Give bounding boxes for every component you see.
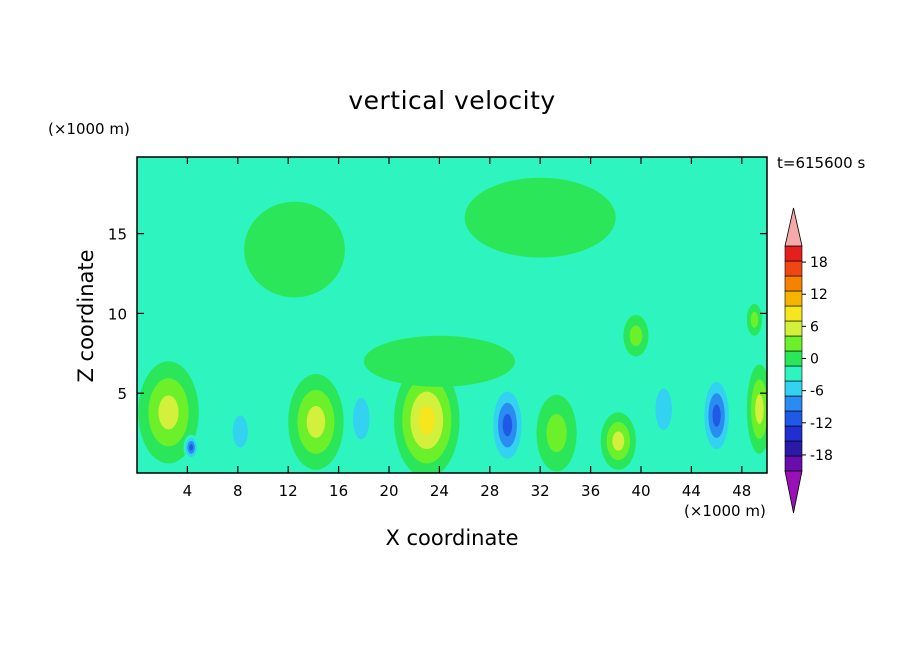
x-tick-label-8: 8 <box>233 482 243 500</box>
contour-feature-2-level-1 <box>232 415 248 448</box>
contour-feature-15-level-0 <box>464 177 616 258</box>
y-tick-label-15: 15 <box>108 226 127 244</box>
colorbar-bin-6 <box>784 365 803 382</box>
y-axis-ticks: 5 10 15 <box>108 226 767 403</box>
colorbar-bin-1 <box>784 440 803 457</box>
contour-feature-10-level-3 <box>712 404 721 427</box>
colorbar-bin-14 <box>784 245 803 262</box>
contour-feature-13-level-1 <box>750 311 759 328</box>
contour-feature-14-level-0 <box>244 201 345 298</box>
x-tick-label-12: 12 <box>279 482 298 500</box>
contour-feature-7-level-1 <box>546 413 567 453</box>
colorbar-bin-5 <box>784 380 803 397</box>
colorbar-bin-7 <box>784 350 803 367</box>
colorbar-bin-10 <box>784 305 803 322</box>
contour-feature-12-level-1 <box>629 325 643 347</box>
colorbar-label--12: -12 <box>810 416 833 432</box>
y-tick-label-5: 5 <box>117 385 127 403</box>
x-axis-label-text: X coordinate <box>385 526 519 550</box>
contour-feature-6-level-3 <box>502 413 513 437</box>
colorbar-label-0: 0 <box>810 352 819 368</box>
colorbar-under-triangle <box>784 470 803 514</box>
colorbar-bin-4 <box>784 395 803 412</box>
chart-title: vertical velocity <box>348 86 556 115</box>
contour-feature-9-level-1 <box>655 388 672 430</box>
time-label: t=615600 s <box>777 154 866 172</box>
x-tick-label-16: 16 <box>329 482 348 500</box>
colorbar-bin-12 <box>784 275 803 292</box>
x-axis-ticks: 4 8 12 16 20 24 28 32 36 40 44 48 <box>183 157 751 500</box>
y-unit-label: (×1000 m) <box>48 120 130 138</box>
x-tick-label-40: 40 <box>631 482 650 500</box>
plot-frame <box>136 156 768 474</box>
colorbar-bin-8 <box>784 335 803 352</box>
contour-feature-11-level-2 <box>755 394 764 425</box>
colorbar-over-triangle <box>784 207 803 247</box>
contour-feature-3-level-2 <box>306 405 326 438</box>
colorbar-bin-0 <box>784 455 803 472</box>
contour-field <box>137 157 767 473</box>
x-tick-label-32: 32 <box>531 482 550 500</box>
x-tick-label-24: 24 <box>430 482 449 500</box>
contour-feature-16-level-0 <box>363 335 515 387</box>
x-tick-label-4: 4 <box>183 482 193 500</box>
contour-feature-4-level-1 <box>353 397 370 440</box>
colorbar-bin-13 <box>784 260 803 277</box>
colorbar-bin-9 <box>784 320 803 337</box>
contour-feature-17-level-0 <box>174 169 251 234</box>
colorbar-bin-11 <box>784 290 803 307</box>
colorbar-label-12: 12 <box>810 287 828 303</box>
contour-feature-8-level-2 <box>612 431 625 451</box>
contour-feature-5-level-3 <box>418 405 435 435</box>
x-tick-label-20: 20 <box>379 482 398 500</box>
colorbar-label-18: 18 <box>810 255 828 271</box>
colorbar: 18 12 6 0 -6 -12 -18 <box>784 207 833 514</box>
colorbar-label-6: 6 <box>810 319 819 335</box>
contour-feature-1-level-3 <box>189 444 194 451</box>
colorbar-bin-2 <box>784 425 803 442</box>
colorbar-bin-3 <box>784 410 803 427</box>
x-tick-label-36: 36 <box>581 482 600 500</box>
x-unit-label: (×1000 m) <box>684 502 766 520</box>
x-axis-label: X coordinate <box>0 526 904 550</box>
x-tick-label-28: 28 <box>480 482 499 500</box>
x-tick-label-48: 48 <box>732 482 751 500</box>
x-tick-label-44: 44 <box>682 482 701 500</box>
colorbar-label--18: -18 <box>810 448 833 464</box>
contour-feature-0-level-2 <box>158 395 179 430</box>
y-tick-label-10: 10 <box>108 305 127 323</box>
colorbar-label--6: -6 <box>810 384 824 400</box>
